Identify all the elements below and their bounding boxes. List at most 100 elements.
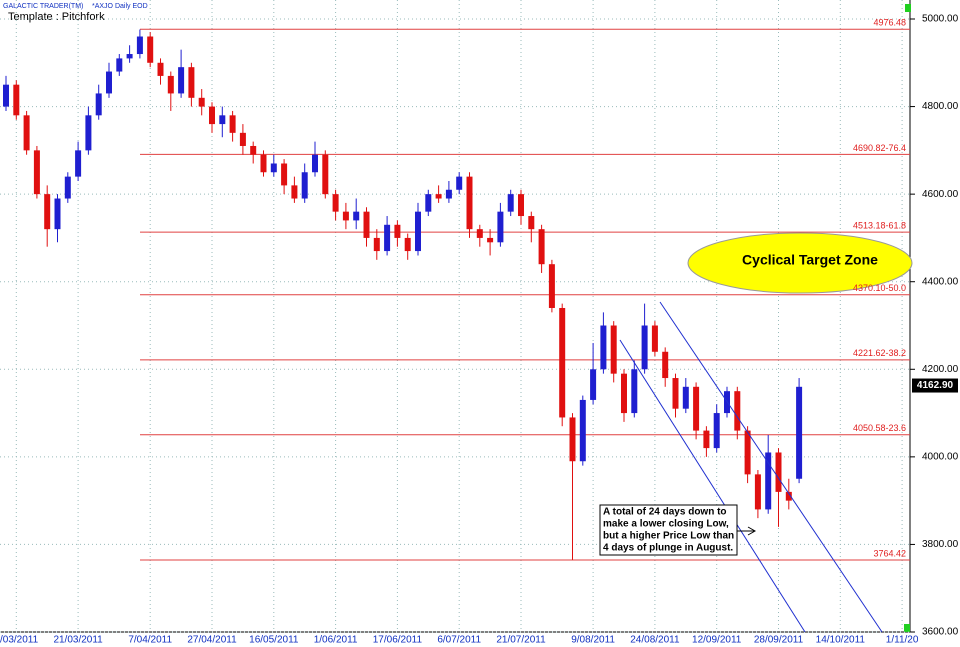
candle-body bbox=[518, 194, 524, 217]
candle-body bbox=[682, 386, 689, 409]
candle-body bbox=[600, 325, 607, 370]
zone-label: Cyclical Target Zone bbox=[742, 252, 878, 268]
candle-body bbox=[713, 413, 720, 449]
fib-label: 4221.62-38.2 bbox=[853, 348, 906, 358]
candle-body bbox=[106, 71, 112, 94]
x-tick-label: 12/09/2011 bbox=[692, 635, 742, 646]
fib-label: 4976.48 bbox=[873, 18, 906, 28]
candle-body bbox=[641, 325, 648, 370]
candle-body bbox=[435, 194, 442, 199]
candle-body bbox=[621, 373, 627, 414]
marker bbox=[904, 624, 910, 632]
candle-body bbox=[3, 84, 9, 107]
candle-body bbox=[126, 54, 133, 59]
candle-body bbox=[651, 325, 658, 352]
y-tick-label: 4000.00 bbox=[922, 451, 959, 462]
candle-body bbox=[23, 115, 30, 151]
candle-body bbox=[167, 75, 174, 94]
annotation-box bbox=[599, 504, 738, 556]
x-tick-label: 1/11/20 bbox=[886, 635, 919, 646]
marker bbox=[905, 4, 911, 12]
candle-body bbox=[703, 430, 710, 449]
candle-body bbox=[445, 189, 452, 199]
x-tick-label: 21/03/2011 bbox=[53, 635, 103, 646]
y-tick-label: 3600.00 bbox=[922, 627, 959, 638]
x-tick-label: 9/08/2011 bbox=[571, 635, 615, 646]
candle-body bbox=[260, 154, 267, 173]
y-tick-label: 3800.00 bbox=[922, 539, 959, 550]
candle-body bbox=[95, 93, 102, 116]
candle-body bbox=[610, 325, 617, 374]
arrow-head bbox=[747, 526, 757, 536]
pitchfork-line bbox=[619, 339, 806, 633]
candle-body bbox=[631, 369, 638, 414]
candle-body bbox=[44, 194, 51, 230]
candle-body bbox=[13, 84, 20, 116]
candle-body bbox=[404, 237, 411, 252]
candle-body bbox=[301, 172, 308, 199]
candle-body bbox=[744, 430, 751, 475]
candle-body bbox=[672, 378, 679, 409]
x-tick-label: 21/07/2011 bbox=[496, 635, 546, 646]
pitchfork-line bbox=[659, 301, 883, 633]
candle-body bbox=[466, 176, 473, 230]
candle-body bbox=[754, 474, 761, 510]
candle-body bbox=[270, 163, 277, 173]
candle-body bbox=[384, 224, 391, 252]
candle-body bbox=[33, 150, 40, 195]
candle-body bbox=[85, 115, 92, 151]
y-tick-label: 4400.00 bbox=[922, 276, 959, 287]
candle-body bbox=[157, 62, 164, 76]
y-tick-label: 4800.00 bbox=[922, 101, 959, 112]
candle-body bbox=[363, 211, 370, 238]
candle-body bbox=[785, 491, 792, 501]
candle-body bbox=[775, 452, 782, 492]
candle-body bbox=[796, 386, 803, 479]
candle-body bbox=[538, 229, 545, 265]
candle-body bbox=[569, 417, 576, 462]
x-tick-label: 4/03/2011 bbox=[0, 635, 39, 646]
y-tick-label: 4200.00 bbox=[922, 364, 959, 375]
candle-body bbox=[528, 216, 535, 230]
x-tick-label: 24/08/2011 bbox=[630, 635, 680, 646]
x-tick-label: 14/10/2011 bbox=[816, 635, 866, 646]
candle-body bbox=[394, 224, 401, 238]
y-tick-label: 5000.00 bbox=[922, 14, 959, 25]
candle-body bbox=[415, 211, 421, 252]
x-tick-label: 27/04/2011 bbox=[187, 635, 237, 646]
symbol: *AXJO Daily EOD bbox=[92, 3, 148, 10]
annotation-line: but a higher Price Low than bbox=[603, 531, 734, 542]
fib-label: 4370.10-50.0 bbox=[853, 283, 906, 293]
candle-body bbox=[188, 67, 195, 98]
candle-body bbox=[507, 194, 514, 212]
x-tick-label: 7/04/2011 bbox=[128, 635, 172, 646]
annotation-line: A total of 24 days down to bbox=[603, 507, 727, 518]
candle-body bbox=[487, 237, 494, 243]
candle-body bbox=[75, 150, 82, 177]
candle-body bbox=[147, 36, 154, 63]
candle-body bbox=[559, 307, 566, 418]
candle-body bbox=[425, 194, 432, 212]
candle-body bbox=[239, 132, 246, 146]
last-price-box bbox=[912, 378, 958, 393]
candle-body bbox=[590, 369, 597, 400]
candle-body bbox=[209, 106, 215, 125]
candle-body bbox=[342, 211, 349, 221]
target-zone bbox=[687, 232, 913, 294]
candle-body bbox=[219, 115, 226, 125]
candle-body bbox=[250, 145, 257, 155]
candle-body bbox=[136, 36, 143, 55]
x-tick-label: 16/05/2011 bbox=[249, 635, 299, 646]
candle-body bbox=[734, 391, 741, 431]
candle-body bbox=[291, 185, 298, 199]
candle-body bbox=[322, 154, 329, 195]
candle-body bbox=[198, 97, 205, 107]
fib-label: 4050.58-23.6 bbox=[853, 423, 906, 433]
candle-body bbox=[332, 194, 339, 212]
x-tick-label: 6/07/2011 bbox=[437, 635, 481, 646]
candle-body bbox=[312, 154, 318, 173]
candle-body bbox=[353, 211, 360, 221]
x-tick-label: 28/09/2011 bbox=[754, 635, 804, 646]
